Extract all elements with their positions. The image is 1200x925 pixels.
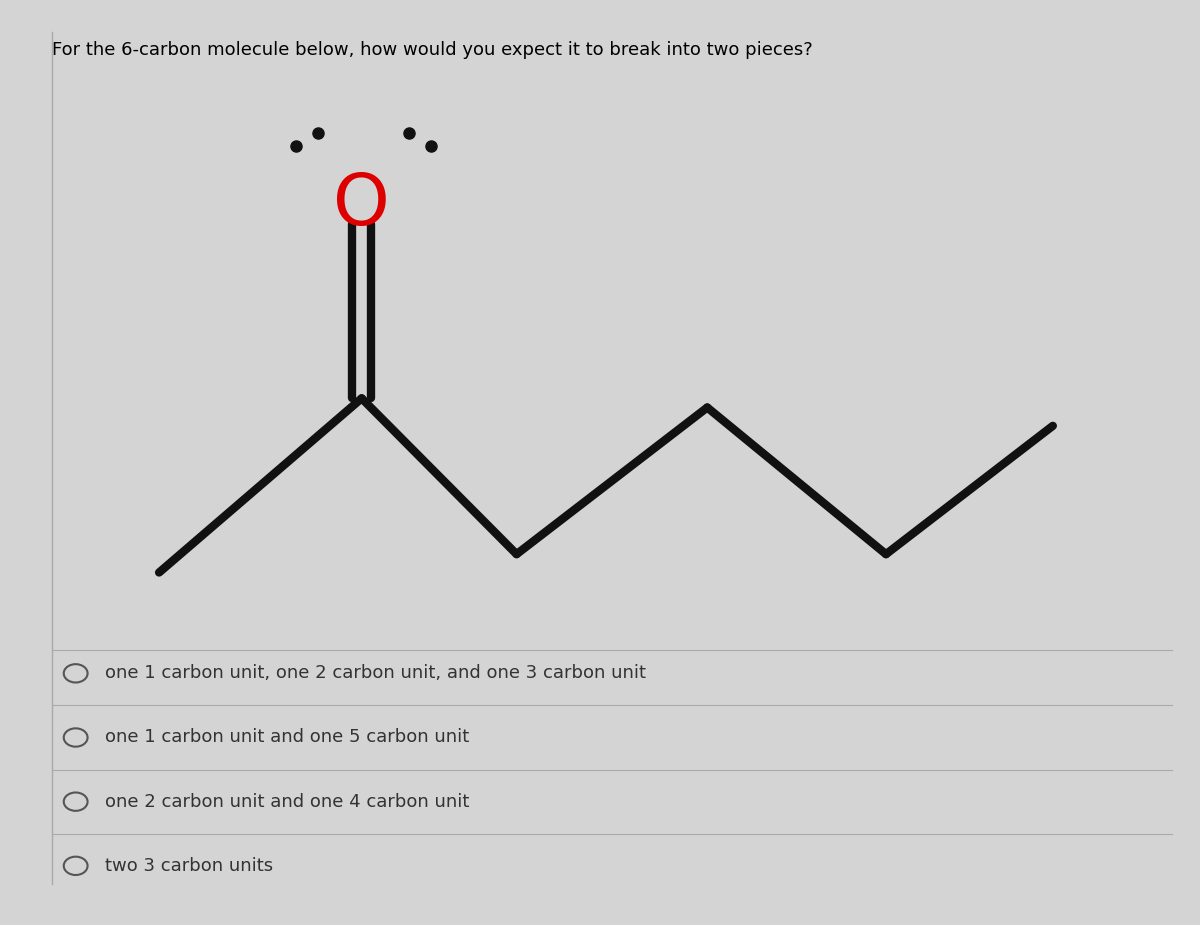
Text: one 1 carbon unit and one 5 carbon unit: one 1 carbon unit and one 5 carbon unit — [106, 729, 469, 746]
Text: For the 6-carbon molecule below, how would you expect it to break into two piece: For the 6-carbon molecule below, how wou… — [52, 41, 812, 59]
Text: one 1 carbon unit, one 2 carbon unit, and one 3 carbon unit: one 1 carbon unit, one 2 carbon unit, an… — [106, 664, 647, 683]
Text: O: O — [334, 171, 390, 240]
Text: one 2 carbon unit and one 4 carbon unit: one 2 carbon unit and one 4 carbon unit — [106, 793, 470, 810]
Text: two 3 carbon units: two 3 carbon units — [106, 857, 274, 875]
